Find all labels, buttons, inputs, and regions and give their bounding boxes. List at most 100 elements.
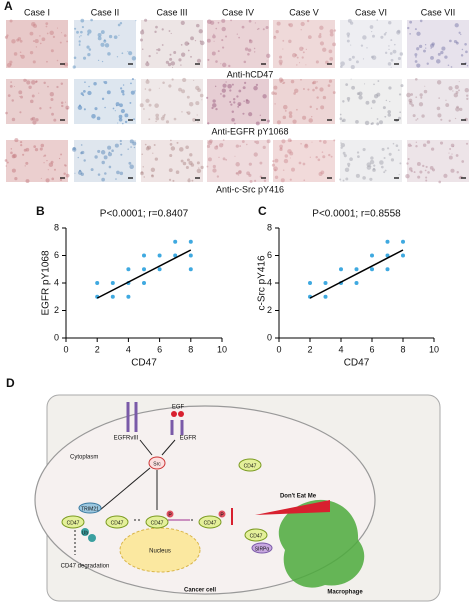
- texture: [281, 139, 286, 144]
- x-axis-label: CD47: [344, 358, 370, 369]
- texture: [175, 170, 180, 174]
- texture: [449, 148, 452, 150]
- texture: [289, 139, 292, 142]
- texture: [131, 78, 134, 81]
- texture: [399, 162, 402, 165]
- texture: [140, 38, 143, 42]
- texture: [80, 18, 85, 23]
- texture: [56, 85, 59, 89]
- texture: [108, 151, 111, 154]
- src-node: [148, 456, 166, 470]
- texture: [90, 168, 94, 172]
- texture: [429, 166, 434, 170]
- texture: [97, 33, 102, 37]
- texture: [439, 141, 444, 145]
- texture: [273, 36, 277, 39]
- texture: [63, 62, 69, 67]
- texture: [197, 121, 199, 123]
- texture: [43, 162, 45, 164]
- texture: [231, 110, 235, 113]
- texture: [33, 24, 38, 28]
- texture: [266, 60, 268, 62]
- x-axis-label: CD47: [131, 358, 157, 369]
- texture: [421, 114, 425, 118]
- texture: [93, 81, 97, 86]
- texture: [340, 65, 343, 68]
- texture: [12, 153, 17, 159]
- texture: [190, 55, 192, 58]
- texture: [122, 93, 125, 96]
- label: CD47: [204, 520, 217, 526]
- texture: [45, 22, 49, 26]
- caption: Anti-EGFR pY1068: [211, 126, 288, 136]
- texture: [440, 50, 444, 55]
- texture: [214, 85, 217, 88]
- texture: [406, 92, 411, 98]
- texture: [253, 51, 256, 53]
- texture: [104, 172, 107, 175]
- texture: [466, 97, 469, 101]
- texture: [398, 173, 400, 176]
- texture: [416, 118, 419, 120]
- texture: [103, 39, 107, 43]
- texture: [201, 99, 203, 101]
- texture: [80, 30, 83, 34]
- texture: [145, 62, 150, 67]
- texture: [358, 91, 363, 96]
- texture: [103, 81, 105, 83]
- texture: [466, 64, 469, 67]
- texture: [11, 39, 16, 44]
- texture: [318, 34, 322, 39]
- texture: [206, 144, 211, 148]
- texture: [416, 162, 421, 166]
- p-node: [166, 510, 174, 518]
- micrograph: [74, 20, 136, 68]
- label: Don't Eat Me: [280, 494, 317, 500]
- texture: [304, 144, 309, 149]
- p-node: [218, 510, 226, 518]
- texture: [294, 88, 299, 93]
- texture: [155, 116, 160, 121]
- texture: [215, 107, 218, 111]
- texture: [215, 60, 218, 63]
- texture: [187, 49, 190, 52]
- micrograph: [340, 79, 402, 124]
- texture: [128, 51, 133, 56]
- label: EGFR: [180, 436, 197, 442]
- micrograph: [6, 79, 68, 124]
- texture: [455, 107, 460, 112]
- texture: [383, 171, 386, 174]
- texture: [382, 106, 386, 110]
- texture: [77, 170, 83, 175]
- texture: [156, 48, 158, 51]
- label: SIRPα: [255, 546, 270, 552]
- texture: [448, 86, 453, 91]
- texture: [424, 169, 427, 172]
- cd47-node: [238, 458, 262, 472]
- texture: [119, 103, 123, 108]
- texture: [283, 81, 286, 84]
- texture: [461, 160, 465, 163]
- texture: [20, 54, 25, 59]
- texture: [117, 23, 121, 27]
- texture: [66, 107, 69, 110]
- texture: [103, 155, 108, 160]
- texture: [350, 65, 355, 70]
- texture: [200, 40, 205, 46]
- texture: [426, 62, 429, 65]
- point: [308, 281, 312, 285]
- texture: [213, 40, 215, 42]
- texture: [282, 48, 284, 50]
- texture: [279, 62, 283, 66]
- texture: [237, 102, 242, 106]
- texture: [454, 85, 459, 90]
- texture: [212, 34, 216, 39]
- texture: [59, 41, 62, 44]
- texture: [139, 103, 144, 108]
- texture: [124, 120, 128, 124]
- texture: [388, 21, 392, 25]
- texture: [415, 96, 418, 98]
- texture: [327, 84, 331, 87]
- texture: [425, 165, 428, 169]
- texture: [376, 19, 379, 21]
